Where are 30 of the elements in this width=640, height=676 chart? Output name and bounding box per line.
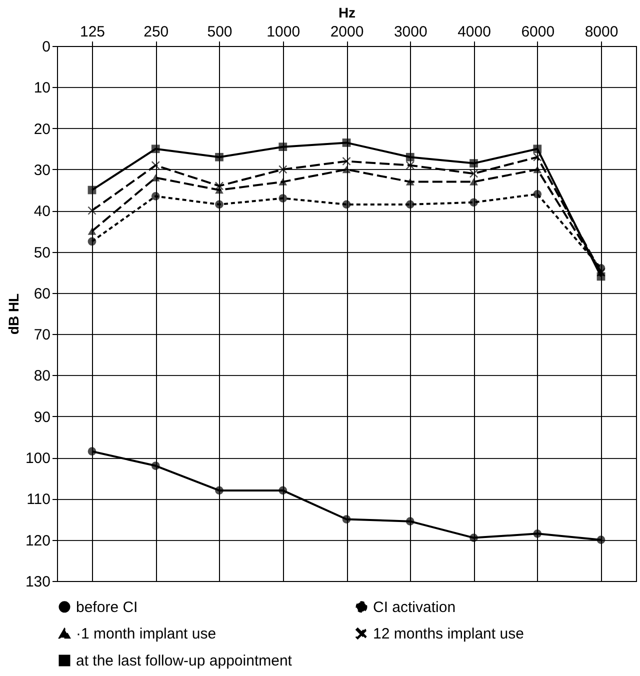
x-tick-label: 4000 [458,24,491,40]
y-tick-label: 80 [34,368,50,385]
y-tick-label: 120 [25,532,50,550]
y-tick-label: 10 [34,80,50,97]
legend-label: before CI [76,598,138,616]
x-tick-label: 2000 [330,24,364,40]
y-tick-label: 40 [34,203,50,220]
y-tick-label: 30 [34,162,50,179]
y-tick-label: 110 [26,491,50,508]
y-tick-label: 60 [34,285,50,302]
x-tick-label: 1000 [266,24,300,40]
legend-label: 12 months implant use [373,626,524,642]
x-tick-label: 250 [144,24,169,40]
x-tick-label: 125 [80,24,106,40]
x-tick-label: 6000 [521,24,555,40]
y-axis-title: dB HL [5,292,22,335]
x-tick-label: 3000 [394,24,428,40]
y-tick-label: 130 [25,574,50,590]
y-tick-label: 50 [34,244,50,262]
x-tick-label: 8000 [584,24,618,40]
x-tick-label: 500 [207,24,232,40]
y-tick-label: 20 [34,120,50,138]
y-tick-label: 0 [42,38,50,56]
x-axis-title: Hz [338,4,356,20]
y-tick-label: 100 [25,450,50,468]
y-tick-label: 70 [34,326,50,344]
y-tick-label: 90 [34,408,50,426]
legend-label: at the last follow-up appointment [76,652,293,670]
legend-label: ·1 month implant use [76,626,216,642]
legend-label: CI activation [373,598,456,616]
